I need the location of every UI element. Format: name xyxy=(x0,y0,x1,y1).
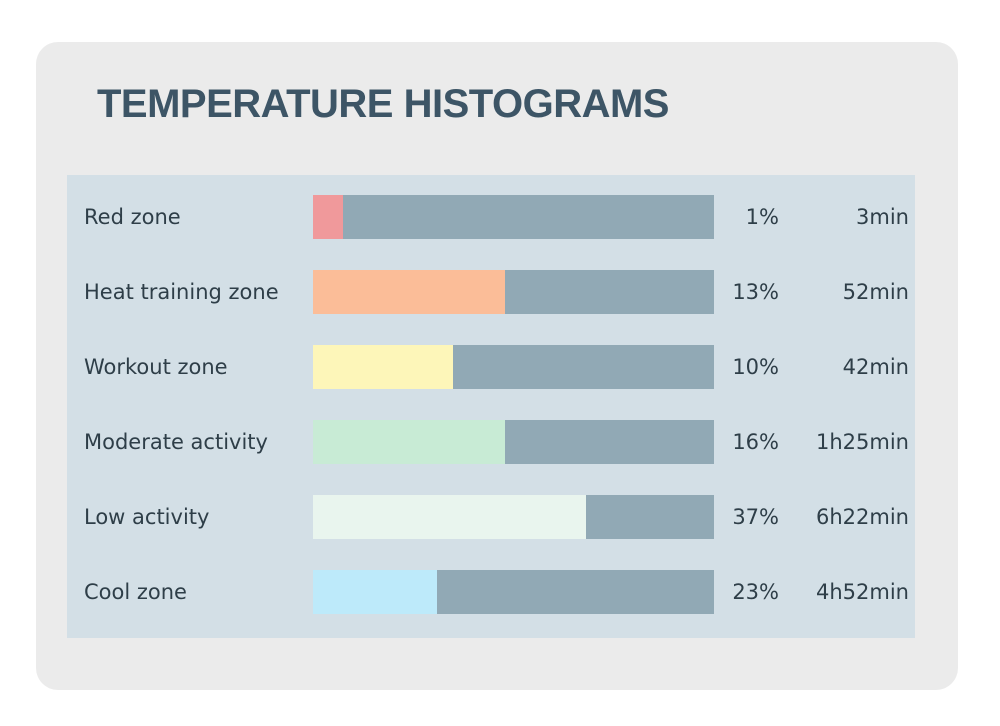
row-label: Cool zone xyxy=(84,580,187,604)
row-label: Red zone xyxy=(84,205,181,229)
row-label: Heat training zone xyxy=(84,280,279,304)
row-label: Moderate activity xyxy=(84,430,268,454)
duration: 1h25min xyxy=(816,430,909,454)
percent: 23% xyxy=(732,580,779,604)
title: TEMPERATURE HISTOGRAMS xyxy=(97,82,670,126)
bar-track xyxy=(313,495,714,539)
bar-track xyxy=(313,345,714,389)
bar-fill xyxy=(313,420,506,464)
duration: 52min xyxy=(842,280,909,304)
percent: 13% xyxy=(732,280,779,304)
percent: 10% xyxy=(732,355,779,379)
row: Heat training zone 13% 52min xyxy=(67,270,915,314)
percent: 1% xyxy=(745,205,779,229)
duration: 42min xyxy=(842,355,909,379)
row-label: Low activity xyxy=(84,505,210,529)
row: Cool zone 23% 4h52min xyxy=(67,570,915,614)
duration: 6h22min xyxy=(816,505,909,529)
panel: Red zone 1% 3min Heat training zone 13% 52min… xyxy=(67,175,915,638)
bar-track xyxy=(313,570,714,614)
row: Low activity 37% 6h22min xyxy=(67,495,915,539)
percent: 16% xyxy=(732,430,779,454)
bar-fill xyxy=(313,270,506,314)
percent: 37% xyxy=(732,505,779,529)
row: Workout zone 10% 42min xyxy=(67,345,915,389)
card: TEMPERATURE HISTOGRAMS Red zone 1% 3min Hea… xyxy=(36,42,958,690)
bar-track xyxy=(313,195,714,239)
row: Moderate activity 16% 1h25min xyxy=(67,420,915,464)
bar-track xyxy=(313,270,714,314)
bar-fill xyxy=(313,195,344,239)
bar-fill xyxy=(313,495,586,539)
duration: 3min xyxy=(856,205,909,229)
row: Red zone 1% 3min xyxy=(67,195,915,239)
duration: 4h52min xyxy=(816,580,909,604)
bar-track xyxy=(313,420,714,464)
bar-fill xyxy=(313,345,454,389)
bar-fill xyxy=(313,570,438,614)
row-label: Workout zone xyxy=(84,355,228,379)
